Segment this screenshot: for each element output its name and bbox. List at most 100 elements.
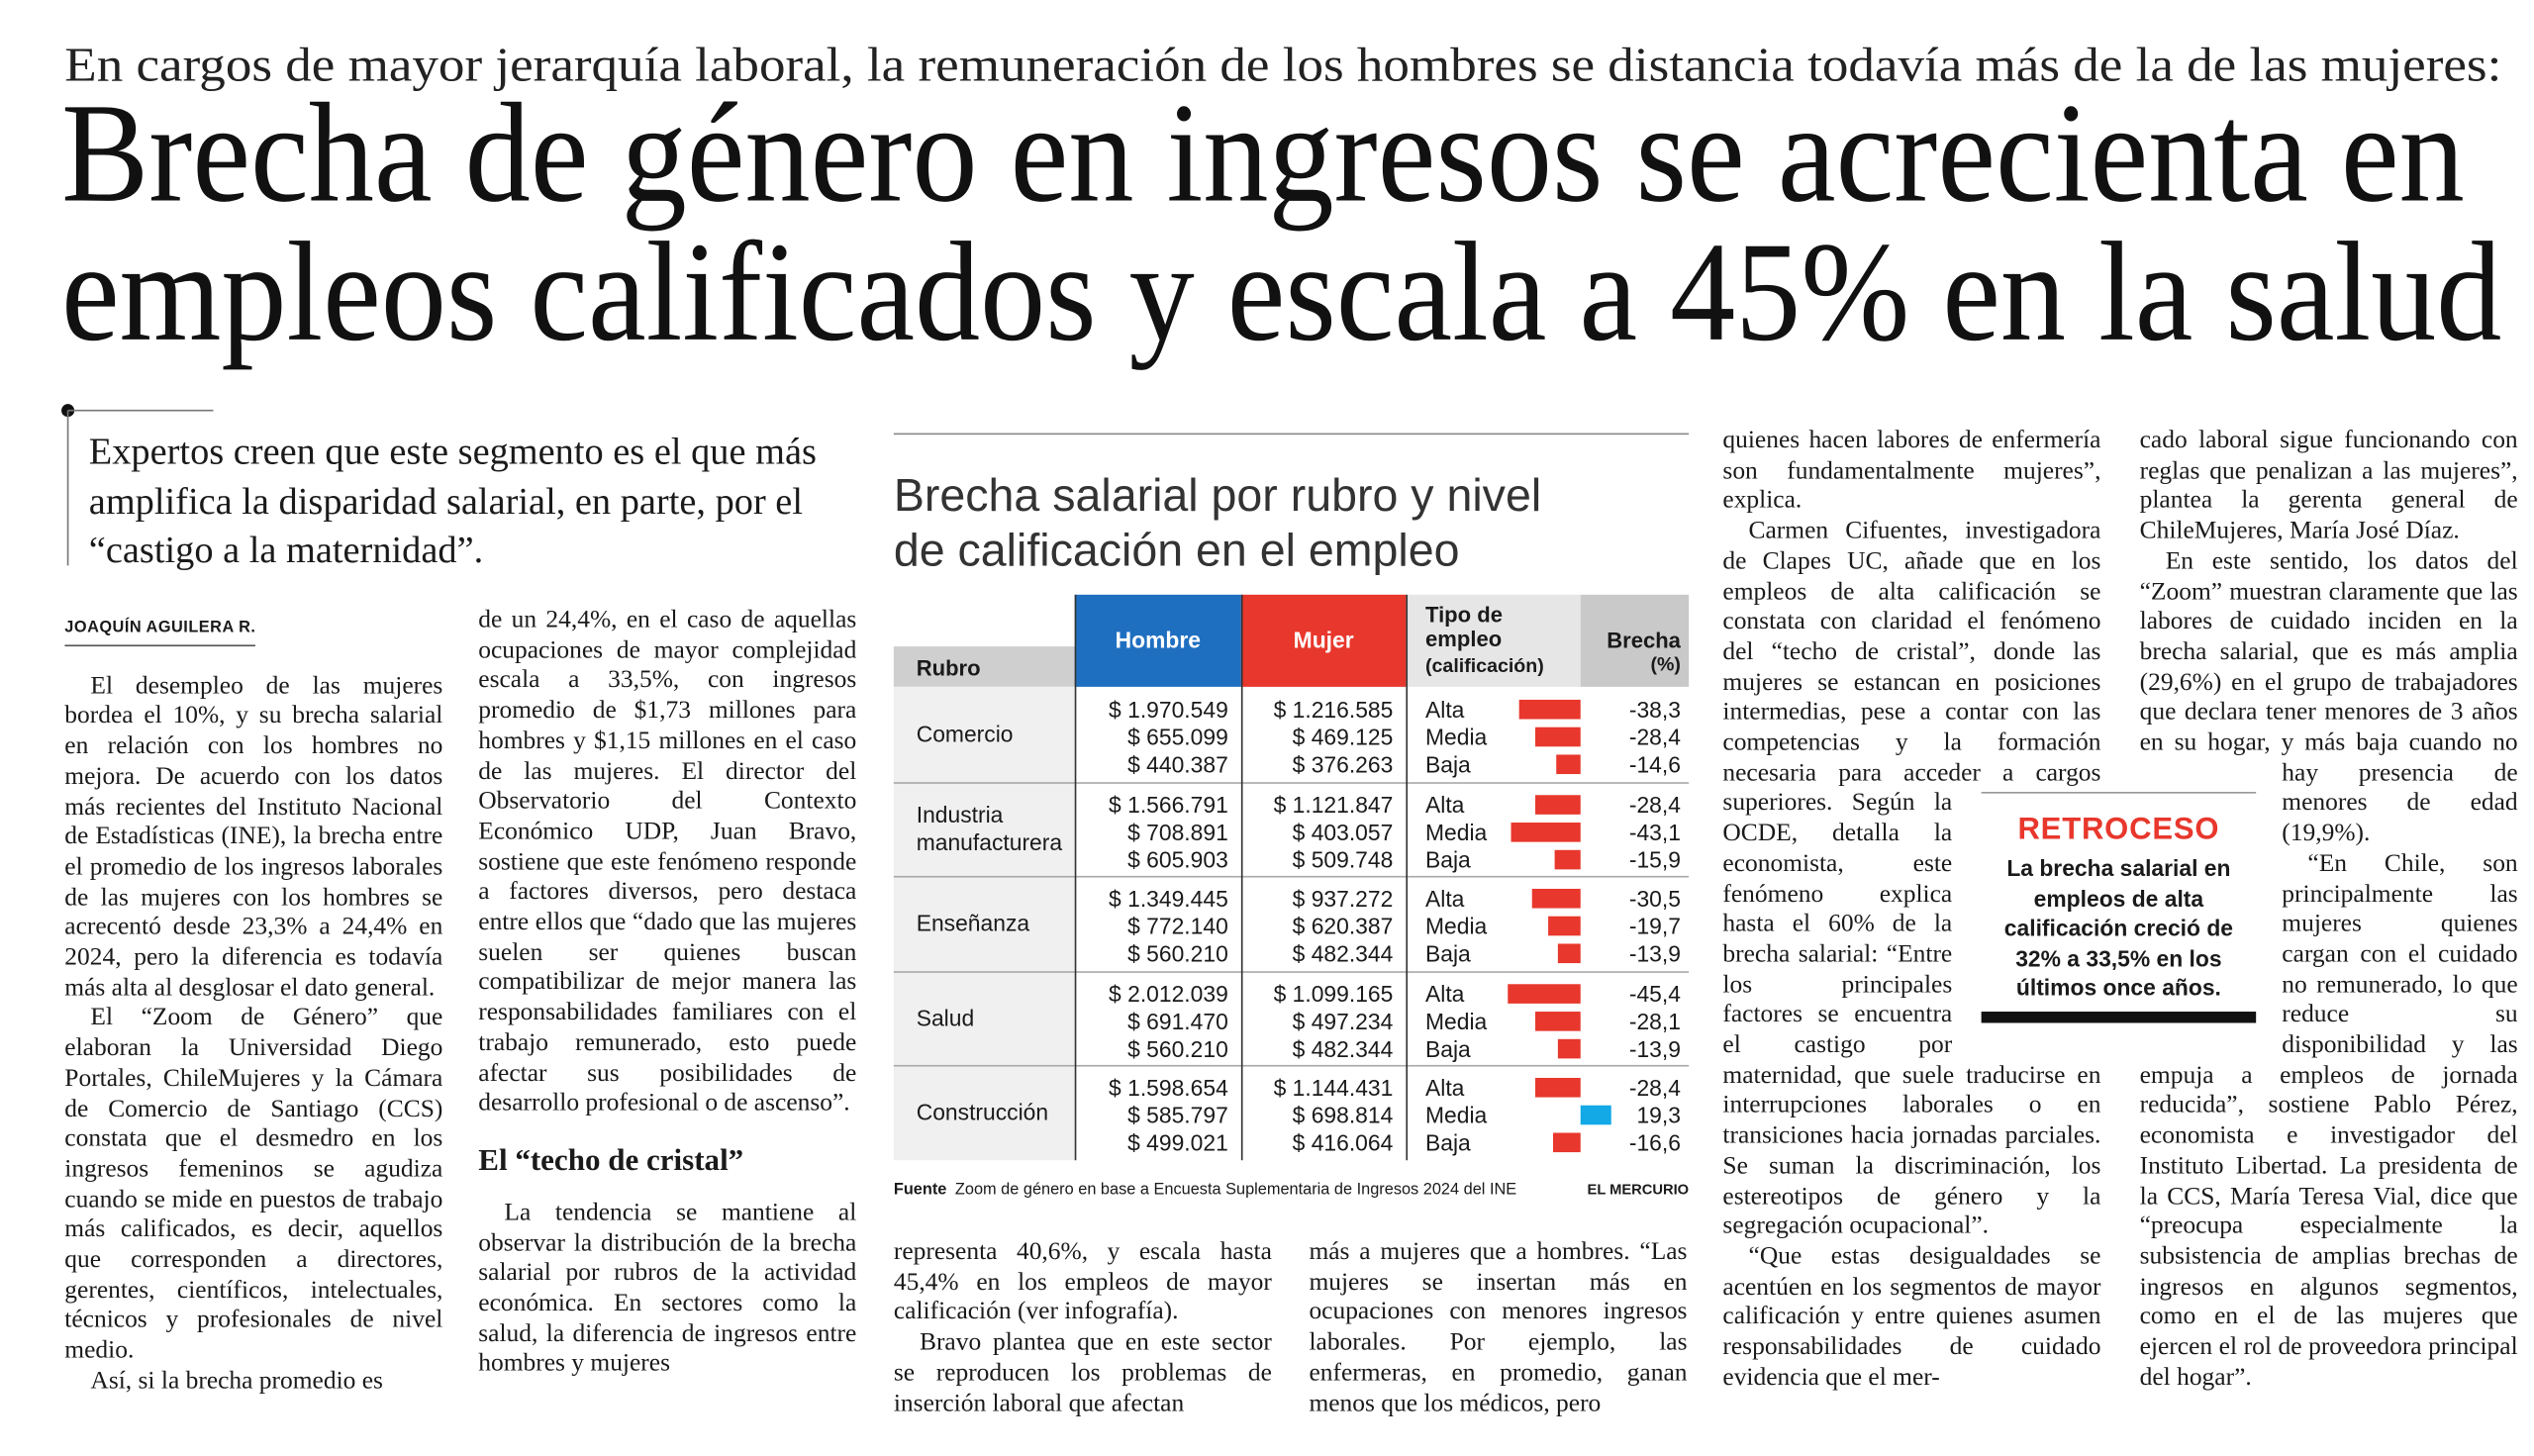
paragraph: En este sentido, los datos del “Zoom” mu… <box>2139 547 2518 847</box>
brecha-bar <box>1580 1106 1612 1125</box>
lead-rule <box>61 404 214 566</box>
hombre-value: $ 440.387 <box>1127 751 1228 778</box>
headline: En cargos de mayor jerarquía laboral, la… <box>61 38 2501 371</box>
mujer-value: $ 1.121.847 <box>1273 791 1394 818</box>
sidebar-text: La brecha salarial en empleos de alta ca… <box>2003 854 2234 1001</box>
title-line: empleos calificados y escala a 45% en la… <box>61 214 2501 371</box>
header-mujer-bg <box>1240 594 1407 687</box>
mujer-value: $ 1.216.585 <box>1273 696 1394 723</box>
subhead: El “techo de cristal” <box>478 1143 744 1179</box>
tipo: Alta <box>1424 885 1465 913</box>
brecha-bar <box>1534 727 1581 747</box>
rubro: Enseñanza <box>916 910 1030 936</box>
tipo: Media <box>1424 1008 1488 1034</box>
brecha-label: -28,4 <box>1628 791 1681 818</box>
tipo: Media <box>1424 1103 1488 1129</box>
brecha-label: -15,9 <box>1628 845 1681 872</box>
brecha-bar <box>1518 699 1581 720</box>
tipo: Baja <box>1424 751 1471 778</box>
column-separator <box>1406 594 1409 1161</box>
paragraph: La tendencia se mantiene al observar la … <box>478 1199 857 1378</box>
paragraph: más a mujeres que a hombres. “Las mujere… <box>1309 1237 1688 1417</box>
brecha-bar <box>1558 1038 1581 1059</box>
mujer-value: $ 620.387 <box>1292 913 1394 939</box>
hombre-value: $ 1.598.654 <box>1109 1075 1228 1102</box>
hombre-value: $ 585.797 <box>1127 1103 1228 1129</box>
mujer-value: $ 698.814 <box>1292 1103 1394 1129</box>
brecha-bar <box>1530 889 1581 909</box>
source: Zoom de género en base a Encuesta Suplem… <box>954 1181 1517 1200</box>
header-label: (calificación) <box>1424 654 1544 678</box>
brecha-label: -16,6 <box>1628 1129 1681 1156</box>
hombre-value: $ 1.970.549 <box>1109 696 1228 723</box>
hombre-value: $ 2.012.039 <box>1109 980 1228 1007</box>
mujer-value: $ 376.263 <box>1292 751 1394 778</box>
mujer-value: $ 1.099.165 <box>1273 980 1394 1007</box>
mujer-value: $ 469.125 <box>1292 724 1394 750</box>
tipo: Baja <box>1424 940 1471 967</box>
brecha-bar <box>1558 943 1581 964</box>
header-label: Hombre <box>1115 627 1201 653</box>
brecha-label: -13,9 <box>1628 940 1681 967</box>
tipo: Alta <box>1424 696 1465 723</box>
hombre-value: $ 1.349.445 <box>1109 885 1228 913</box>
sidebar-bar <box>1981 1012 2257 1023</box>
mujer-value: $ 497.234 <box>1292 1008 1394 1034</box>
paragraph: El “Zoom de Género” que elaboran la Univ… <box>64 1004 443 1365</box>
tipo: Baja <box>1424 845 1471 872</box>
tipo: Alta <box>1424 980 1465 1007</box>
brecha-label: -45,4 <box>1628 980 1681 1007</box>
mujer-value: $ 482.344 <box>1292 1035 1394 1062</box>
row-separator <box>893 876 1690 878</box>
rubro: Construcción <box>916 1099 1049 1125</box>
brecha-label: -28,4 <box>1628 724 1681 750</box>
lead: Expertos creen que este segmento es el q… <box>88 431 817 572</box>
infographic: Brecha salarial por rubro y nivel de cal… <box>893 433 1690 1213</box>
mujer-value: $ 937.272 <box>1292 885 1394 913</box>
tipo: Baja <box>1424 1035 1471 1062</box>
mujer-value: $ 403.057 <box>1292 819 1394 845</box>
brecha-bar <box>1534 794 1581 815</box>
row-separator <box>893 970 1690 973</box>
infographic-title-line: Brecha salarial por rubro y nivel <box>893 470 1542 523</box>
hombre-value: $ 1.566.791 <box>1109 791 1228 818</box>
column-separator <box>1074 594 1077 1161</box>
column-separator <box>1240 594 1243 1161</box>
brecha-bar <box>1534 1078 1581 1099</box>
paragraph: quienes hacen labores de enfermería son … <box>1722 427 2101 515</box>
rubro: Industria manufacturera <box>916 801 1063 855</box>
paragraph: Así, si la brecha promedio es <box>90 1367 383 1395</box>
infographic-title: Brecha salarial por rubro y nivel de cal… <box>894 468 1541 578</box>
brecha-bar <box>1507 983 1581 1004</box>
paragraph: representa 40,6%, y escala hasta 45,4% e… <box>893 1237 1272 1326</box>
header-brecha-bg <box>1580 594 1690 687</box>
hombre-value: $ 499.021 <box>1127 1129 1228 1156</box>
row-separator <box>893 1065 1690 1068</box>
mujer-value: $ 482.344 <box>1292 940 1394 967</box>
mujer-value: $ 509.748 <box>1292 845 1394 872</box>
brecha-label: -28,1 <box>1628 1008 1681 1034</box>
hombre-value: $ 691.470 <box>1127 1008 1228 1034</box>
hombre-value: $ 560.210 <box>1127 1035 1228 1062</box>
paragraph: El desempleo de las mujeres bordea el 10… <box>64 671 443 1002</box>
mujer-value: $ 1.144.431 <box>1273 1075 1394 1102</box>
table-bg <box>893 686 1075 1161</box>
kicker: En cargos de mayor jerarquía laboral, la… <box>64 38 2501 92</box>
hombre-value: $ 772.140 <box>1127 913 1228 939</box>
brecha-label: -30,5 <box>1628 885 1681 913</box>
infographic-title-line: de calificación en el empleo <box>893 525 1460 577</box>
hombre-value: $ 605.903 <box>1127 845 1228 872</box>
brecha-label: -13,9 <box>1628 1035 1681 1062</box>
brecha-label: -43,1 <box>1628 819 1681 845</box>
tipo: Alta <box>1424 1075 1465 1102</box>
header-label: Tipo de empleo <box>1424 602 1503 651</box>
brecha-label: 19,3 <box>1636 1103 1681 1129</box>
hombre-value: $ 708.891 <box>1127 819 1228 845</box>
paragraph: Carmen Cifuentes, investigadora de Clape… <box>1722 517 2101 1240</box>
paragraph: cado laboral sigue funcionando con regla… <box>2139 427 2518 545</box>
brecha-bar <box>1553 1133 1581 1153</box>
paragraph: “Que estas desigualdades se acentúen en … <box>1722 1242 2101 1392</box>
source-label: Fuente <box>893 1181 947 1200</box>
tipo: Baja <box>1424 1129 1471 1156</box>
